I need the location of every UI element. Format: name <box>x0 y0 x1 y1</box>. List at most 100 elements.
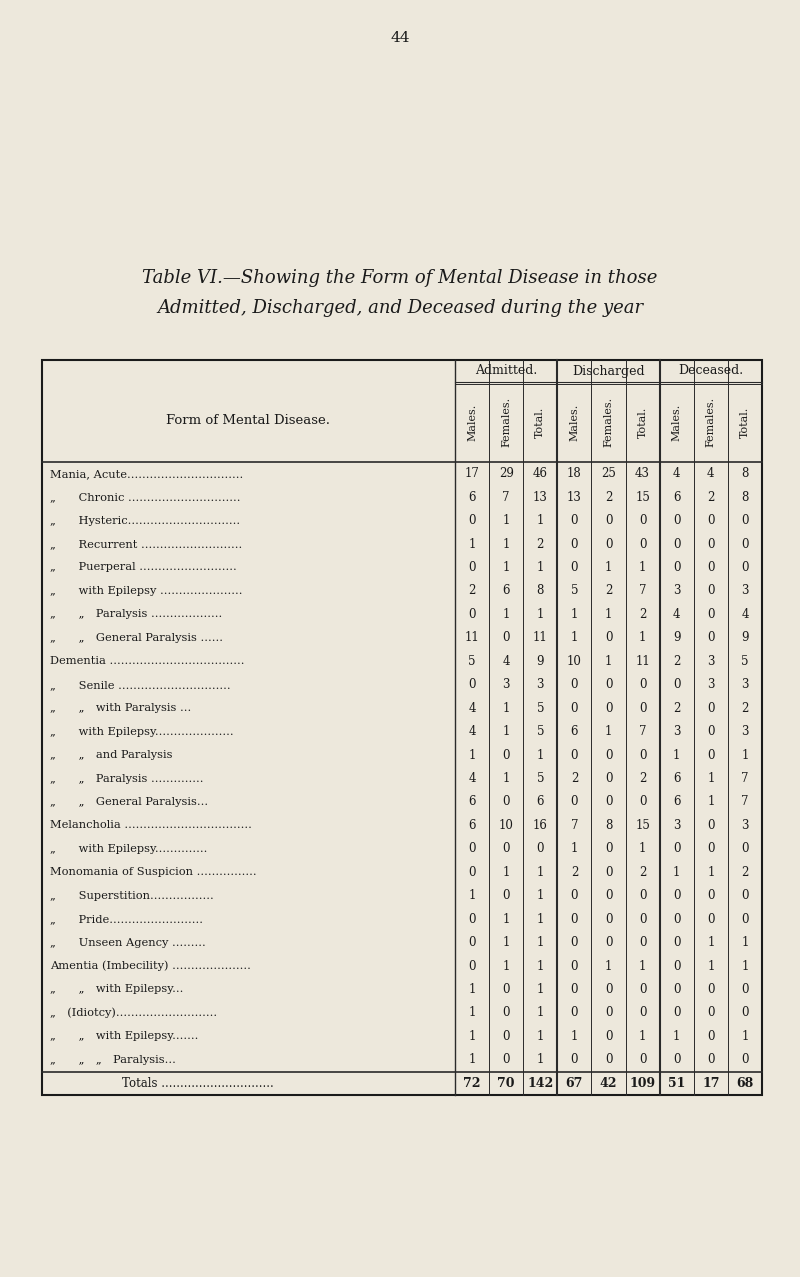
Text: 0: 0 <box>741 889 749 903</box>
Text: 1: 1 <box>673 866 681 879</box>
Text: 0: 0 <box>570 678 578 691</box>
Text: 1: 1 <box>707 773 714 785</box>
Text: 0: 0 <box>673 1054 681 1066</box>
Text: „  „ and Paralysis: „ „ and Paralysis <box>50 750 173 760</box>
Text: 0: 0 <box>639 889 646 903</box>
Text: 1: 1 <box>537 515 544 527</box>
Text: 0: 0 <box>605 773 612 785</box>
Text: 0: 0 <box>741 843 749 856</box>
Text: 2: 2 <box>537 538 544 550</box>
Text: Males.: Males. <box>672 404 682 441</box>
Text: 1: 1 <box>537 983 544 996</box>
Text: „ (Idiotcy)...........................: „ (Idiotcy)........................... <box>50 1008 217 1018</box>
Text: 2: 2 <box>605 490 612 503</box>
Text: 70: 70 <box>498 1077 515 1089</box>
Text: Table VI.—Showing the Form of Mental Disease in those: Table VI.—Showing the Form of Mental Dis… <box>142 269 658 287</box>
Text: 0: 0 <box>605 1054 612 1066</box>
Text: 7: 7 <box>570 819 578 831</box>
Text: 0: 0 <box>707 701 714 715</box>
Text: 8: 8 <box>742 467 749 480</box>
Text: 6: 6 <box>570 725 578 738</box>
Text: 43: 43 <box>635 467 650 480</box>
Text: 1: 1 <box>605 959 612 973</box>
Text: 1: 1 <box>537 1054 544 1066</box>
Text: 1: 1 <box>605 725 612 738</box>
Text: 1: 1 <box>502 913 510 926</box>
Text: 0: 0 <box>741 561 749 573</box>
Text: 0: 0 <box>673 936 681 949</box>
Text: 0: 0 <box>707 725 714 738</box>
Text: 18: 18 <box>567 467 582 480</box>
Text: „  Senile ..............................: „ Senile .............................. <box>50 679 230 690</box>
Text: 0: 0 <box>502 983 510 996</box>
Text: 1: 1 <box>639 1029 646 1043</box>
Text: 0: 0 <box>639 936 646 949</box>
Text: 0: 0 <box>605 866 612 879</box>
Text: 2: 2 <box>742 866 749 879</box>
Text: 0: 0 <box>605 936 612 949</box>
Text: „  Superstition.................: „ Superstition................. <box>50 891 214 900</box>
Text: 1: 1 <box>537 889 544 903</box>
Text: 0: 0 <box>673 843 681 856</box>
Text: 6: 6 <box>673 490 681 503</box>
Text: 1: 1 <box>468 748 476 761</box>
Text: 0: 0 <box>605 678 612 691</box>
Text: 3: 3 <box>537 678 544 691</box>
Text: 2: 2 <box>639 866 646 879</box>
Text: 17: 17 <box>702 1077 719 1089</box>
Text: 1: 1 <box>468 538 476 550</box>
Text: 15: 15 <box>635 490 650 503</box>
Text: 2: 2 <box>639 608 646 621</box>
Text: 68: 68 <box>736 1077 754 1089</box>
Text: Females.: Females. <box>501 397 511 447</box>
Text: 1: 1 <box>502 561 510 573</box>
Text: 0: 0 <box>707 631 714 645</box>
Text: „  „ „ Paralysis...: „ „ „ Paralysis... <box>50 1055 176 1065</box>
Text: 1: 1 <box>502 701 510 715</box>
Text: 1: 1 <box>537 866 544 879</box>
Text: Melancholia ..................................: Melancholia ............................… <box>50 820 252 830</box>
Text: 1: 1 <box>639 561 646 573</box>
Text: Monomania of Suspicion ................: Monomania of Suspicion ................ <box>50 867 257 877</box>
Text: 0: 0 <box>639 983 646 996</box>
Text: 0: 0 <box>639 913 646 926</box>
Text: 0: 0 <box>741 1054 749 1066</box>
Text: „  with Epilepsy..............: „ with Epilepsy.............. <box>50 844 207 854</box>
Text: 1: 1 <box>570 1029 578 1043</box>
Text: 142: 142 <box>527 1077 554 1089</box>
Text: 1: 1 <box>707 959 714 973</box>
Text: 0: 0 <box>707 561 714 573</box>
Text: „  „ with Paralysis ...: „ „ with Paralysis ... <box>50 704 191 713</box>
Text: 3: 3 <box>673 585 681 598</box>
Text: 4: 4 <box>468 725 476 738</box>
Text: 0: 0 <box>502 796 510 808</box>
Text: 9: 9 <box>741 631 749 645</box>
Text: 0: 0 <box>673 983 681 996</box>
Text: 7: 7 <box>639 585 646 598</box>
Text: 1: 1 <box>502 959 510 973</box>
Text: 3: 3 <box>502 678 510 691</box>
Text: 25: 25 <box>601 467 616 480</box>
Text: 0: 0 <box>605 748 612 761</box>
Text: 1: 1 <box>639 843 646 856</box>
Text: 0: 0 <box>570 701 578 715</box>
Text: 1: 1 <box>537 561 544 573</box>
Text: 8: 8 <box>742 490 749 503</box>
Text: Males.: Males. <box>467 404 477 441</box>
Text: 0: 0 <box>673 561 681 573</box>
Text: 0: 0 <box>468 913 476 926</box>
Text: 0: 0 <box>537 843 544 856</box>
Text: 0: 0 <box>605 1029 612 1043</box>
Text: 17: 17 <box>465 467 479 480</box>
Text: „  Chronic ..............................: „ Chronic .............................. <box>50 492 241 502</box>
Text: 0: 0 <box>673 913 681 926</box>
Text: 0: 0 <box>605 515 612 527</box>
Text: 5: 5 <box>537 701 544 715</box>
Text: 0: 0 <box>502 1029 510 1043</box>
Text: 0: 0 <box>502 1054 510 1066</box>
Text: 0: 0 <box>605 1006 612 1019</box>
Text: 0: 0 <box>468 515 476 527</box>
Text: 0: 0 <box>468 843 476 856</box>
Text: Discharged: Discharged <box>572 364 645 378</box>
Text: 0: 0 <box>741 1006 749 1019</box>
